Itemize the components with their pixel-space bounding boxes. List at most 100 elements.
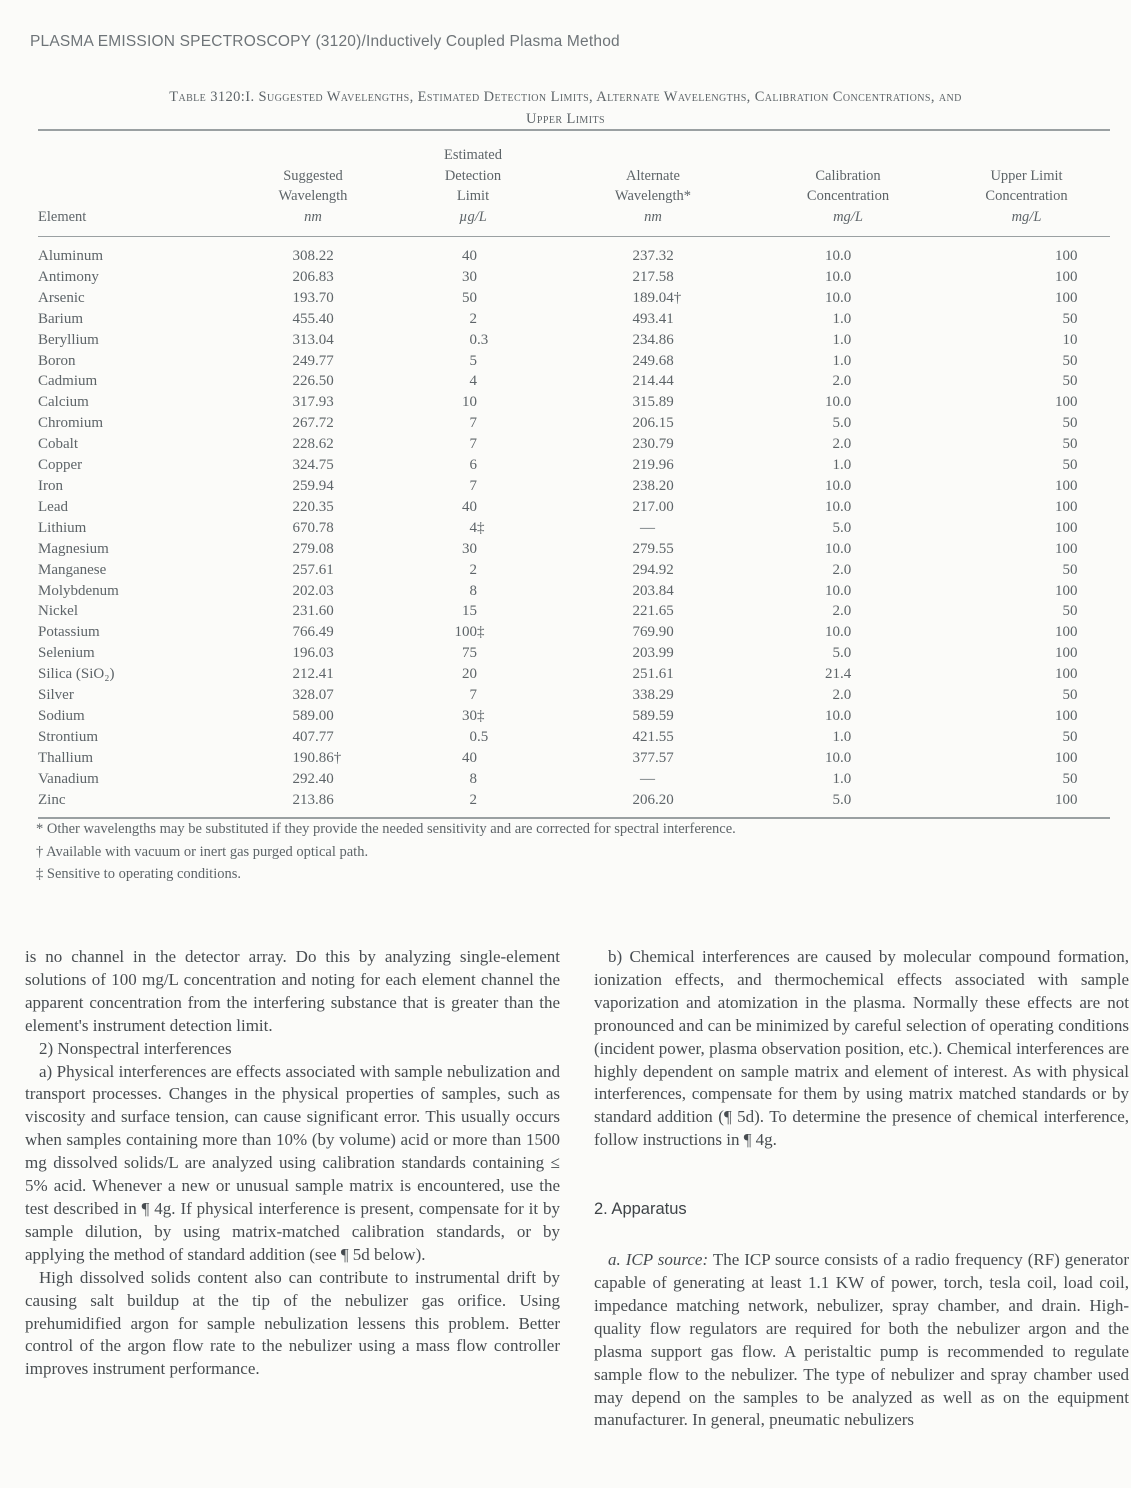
table-row: Beryllium 313.04 0.3 234.86 1.0 10: [38, 330, 1110, 351]
table-row: Lead 220.35 40 217.00 10.0 100: [38, 497, 1110, 518]
value-cell: 5.0: [832, 519, 852, 536]
value-cell: 324.75: [292, 457, 334, 474]
element-cell: Boron: [38, 352, 76, 369]
value-cell: 30: [462, 540, 477, 557]
value-cell: 100: [1055, 477, 1078, 494]
value-cell: 50: [1062, 603, 1078, 620]
value-cell: 20: [462, 666, 477, 683]
element-cell: Chromium: [38, 415, 104, 432]
value-cell: 8: [469, 770, 478, 787]
value-cell: 50: [462, 289, 477, 306]
table-row: Zinc 213.86 2 206.20 5.0 100: [38, 790, 1110, 819]
value-cell: 2.0: [832, 436, 852, 453]
value-cell: 292.40: [292, 770, 334, 787]
value-cell: 10: [1062, 331, 1078, 348]
value-cell: 100: [1055, 791, 1078, 808]
value-cell: 0.5: [469, 728, 489, 745]
value-cell: 189.04†: [632, 289, 682, 306]
table-title-line1: Table 3120:I. Suggested Wavelengths, Est…: [169, 89, 962, 105]
value-cell: 493.41: [632, 310, 674, 327]
table-title-line2: Upper Limits: [526, 111, 605, 127]
value-cell: 238.20: [632, 477, 674, 494]
value-cell: 0.3: [469, 331, 489, 348]
column-header-calibration-concentration: Calibration Concentration mg/L: [753, 130, 943, 237]
table-row: Calcium 317.93 10 315.89 10.0 100: [38, 392, 1110, 413]
value-cell: 7: [469, 436, 478, 453]
header-label: Detection: [444, 167, 502, 184]
table-row: Iron 259.94 7 238.20 10.0 100: [38, 476, 1110, 497]
value-cell: 10.0: [825, 477, 852, 494]
table-row: Manganese 257.61 2 294.92 2.0 50: [38, 560, 1110, 581]
value-cell: 100: [1055, 540, 1078, 557]
header-label: Suggested: [283, 167, 343, 184]
value-cell: 1.0: [832, 770, 852, 787]
value-cell: 10.0: [825, 749, 852, 766]
element-cell: Lithium: [38, 519, 87, 536]
value-cell: 10: [462, 394, 477, 411]
paragraph-dissolved-solids: High dissolved solids content also can c…: [25, 1267, 560, 1379]
table-header: Element Suggested Wavelength nm Estimate…: [38, 130, 1110, 237]
value-cell: 234.86: [632, 331, 674, 348]
value-cell: 1.0: [832, 310, 852, 327]
value-cell: 10.0: [825, 624, 852, 641]
value-cell: 407.77: [292, 728, 334, 745]
value-cell: 670.78: [292, 519, 334, 536]
column-header-detection-limit: Estimated Detection Limit µg/L: [393, 130, 553, 237]
header-label: Wavelength: [278, 188, 348, 204]
value-cell: 4‡: [469, 519, 485, 536]
value-cell: 50: [1062, 310, 1078, 327]
value-cell: 217.00: [632, 498, 674, 515]
element-cell: Calcium: [38, 394, 89, 411]
section-heading-apparatus: 2. Apparatus: [594, 1200, 687, 1219]
value-cell: 228.62: [292, 436, 334, 453]
value-cell: 100‡: [454, 624, 485, 641]
value-cell: 50: [1062, 561, 1078, 578]
value-cell: 40: [462, 749, 477, 766]
table-row: Antimony 206.83 30 217.58 10.0 100: [38, 267, 1110, 288]
value-cell: 50: [1062, 352, 1078, 369]
table-row: Arsenic 193.70 50 189.04† 10.0 100: [38, 288, 1110, 309]
value-cell: 249.77: [292, 352, 334, 369]
value-cell: 203.99: [632, 645, 674, 662]
element-cell: Iron: [38, 477, 63, 494]
value-cell: 10.0: [825, 582, 852, 599]
element-cell: Cobalt: [38, 436, 78, 453]
header-label: Calibration: [815, 167, 881, 184]
element-cell: Zinc: [38, 791, 66, 808]
element-cell: Silver: [38, 687, 74, 704]
value-cell: 100: [1055, 289, 1078, 306]
column-header-upper-limit: Upper Limit Concentration mg/L: [943, 130, 1110, 237]
value-cell: 10.0: [825, 498, 852, 515]
value-cell: 315.89: [632, 394, 674, 411]
element-cell: Barium: [38, 310, 83, 327]
table-row: Cadmium 226.50 4 214.44 2.0 50: [38, 371, 1110, 392]
value-cell: 220.35: [292, 498, 334, 515]
value-cell: 21.4: [825, 666, 852, 683]
header-label: Alternate: [626, 167, 680, 184]
value-cell: 237.32: [632, 248, 674, 264]
element-cell: Thallium: [38, 749, 93, 766]
table-row: Chromium 267.72 7 206.15 5.0 50: [38, 413, 1110, 434]
value-cell: 769.90: [632, 624, 674, 641]
value-cell: 213.86: [292, 791, 334, 808]
element-cell: Lead: [38, 498, 68, 515]
value-cell: 257.61: [292, 561, 334, 578]
value-cell: 219.96: [632, 457, 674, 474]
value-cell: 50: [1062, 687, 1078, 704]
value-cell: 100: [1055, 624, 1078, 641]
value-cell: 100: [1055, 707, 1078, 724]
element-cell: Selenium: [38, 645, 95, 662]
value-cell: 30‡: [462, 707, 485, 724]
table-row: Molybdenum 202.03 8 203.84 10.0 100: [38, 581, 1110, 602]
value-cell: 206.83: [292, 268, 334, 285]
header-unit: mg/L: [833, 208, 863, 225]
value-cell: 259.94: [292, 477, 334, 494]
value-cell: 5.0: [832, 791, 852, 808]
value-cell: 279.08: [292, 540, 334, 557]
body-right-column: b) Chemical interferences are caused by …: [594, 946, 1129, 1432]
value-cell: 317.93: [292, 394, 334, 411]
value-cell: 1.0: [832, 352, 852, 369]
value-cell: 100: [1055, 519, 1078, 536]
value-cell: 202.03: [292, 582, 334, 599]
value-cell: 221.65: [632, 603, 674, 620]
